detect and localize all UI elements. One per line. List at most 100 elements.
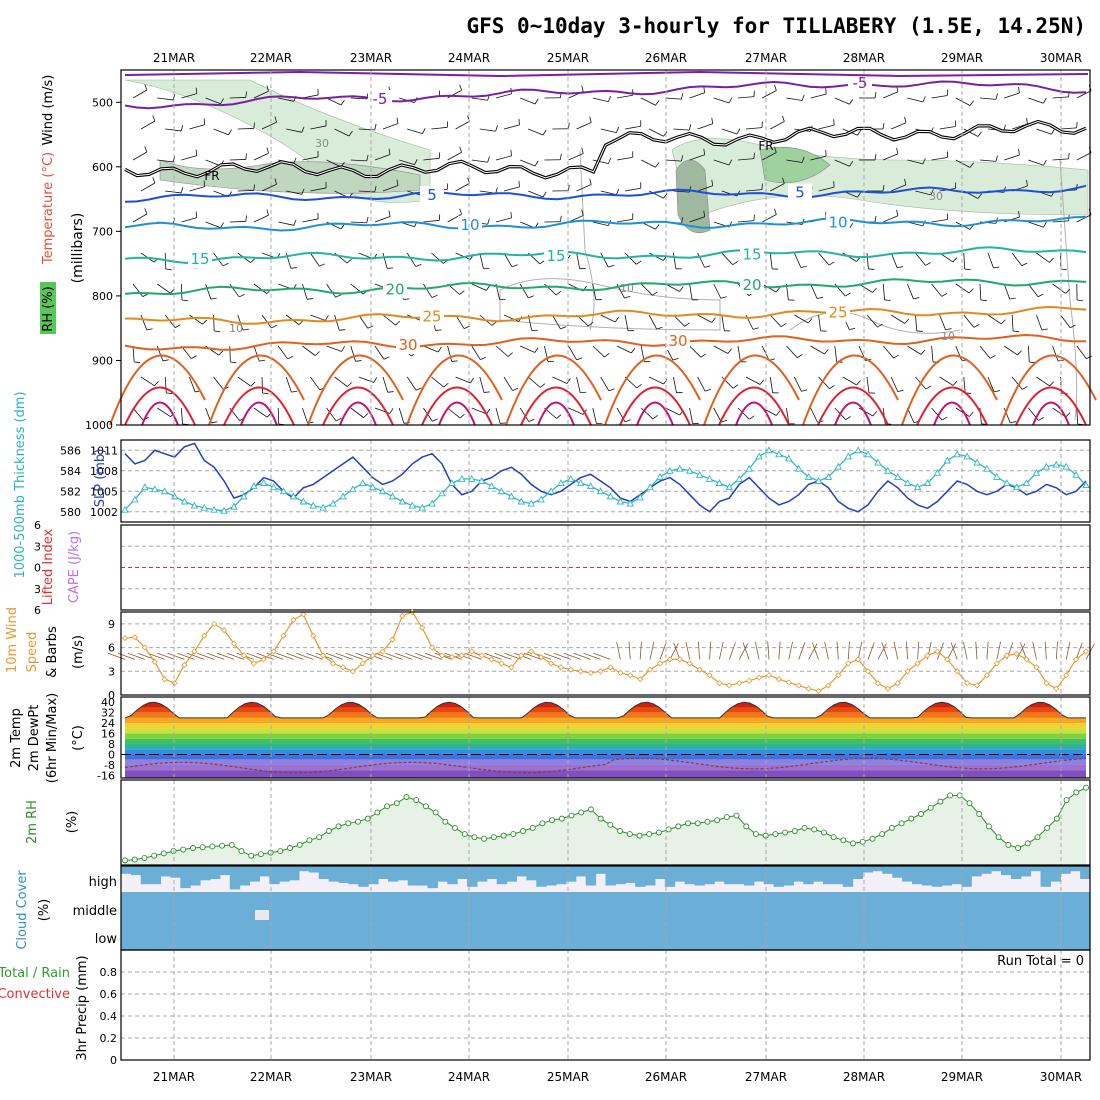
contour-label-bg (458, 215, 482, 234)
wind-barb-flag (510, 149, 512, 156)
rh2m-point (500, 832, 507, 839)
rh2m-point (180, 846, 187, 853)
wind10-barb (1032, 641, 1037, 660)
wind-barb (890, 314, 905, 324)
wind-barb (762, 152, 777, 161)
wind-barb (907, 97, 924, 103)
thickness-point (894, 472, 902, 480)
wind10-barb (893, 641, 899, 660)
thickness-point (923, 479, 932, 486)
wind-barb (786, 407, 790, 424)
wind10-point (656, 660, 664, 667)
wind-barb (866, 314, 878, 328)
wind10-barb (917, 641, 920, 660)
wind-barb (382, 314, 396, 326)
wind-barb (447, 151, 462, 161)
wind10-point (785, 679, 792, 686)
thickness-point (1082, 481, 1090, 489)
wind-barb (810, 93, 827, 99)
wind-barb (697, 252, 705, 268)
wind-barb-flag (340, 223, 345, 230)
cloud-high-bar (427, 866, 438, 889)
wind-barb-flag (969, 411, 974, 417)
wind-barb-flag (993, 266, 1000, 269)
wind10-barb (950, 642, 958, 660)
thickness-point (705, 475, 714, 482)
wind-barb-flag (395, 320, 401, 326)
rh2m-point (325, 828, 332, 834)
wind10-frame (120, 611, 1091, 696)
wind-barb (350, 345, 356, 362)
wind-barb (762, 90, 777, 99)
wind-barb-flag (1018, 211, 1020, 218)
wind-barb (955, 345, 963, 361)
thickness-point (864, 450, 872, 458)
wind-barb-flag (589, 116, 592, 123)
wind-barb-flag (435, 329, 442, 331)
wind-barb (592, 345, 605, 358)
wind-barb (834, 345, 838, 362)
thickness-point (775, 450, 783, 458)
thickness-point (438, 489, 446, 497)
thickness-point (378, 487, 387, 495)
cloud-high-bar (921, 866, 933, 886)
wind10-barb (742, 642, 750, 660)
wind-barb-flag (348, 130, 353, 137)
thickness-point (636, 493, 644, 501)
cloud-high-bar (753, 866, 765, 882)
date-label-bottom: 25MAR (547, 1070, 589, 1084)
wind10-point (904, 668, 911, 675)
wind-barb-flag (700, 353, 707, 358)
temp2m-tick-label: -16 (97, 769, 115, 782)
wind-barb-flag (941, 293, 948, 297)
cloud-high-bar (219, 866, 231, 876)
thickness-point (715, 479, 724, 486)
wind10-point (815, 687, 822, 695)
wind10-point (775, 676, 782, 683)
cloud-high-bar (368, 866, 379, 885)
ylabel-wind10: 10m Wind (5, 607, 20, 673)
thickness-point (250, 482, 258, 490)
wind-barb (883, 153, 899, 161)
cloud-high-bar (447, 866, 458, 885)
wind-barb (737, 407, 750, 420)
rh2m-point (578, 809, 585, 816)
thickness-point (983, 464, 991, 472)
wind-barb (794, 376, 802, 392)
wind-barb-flag (414, 159, 418, 165)
wind10-point (547, 660, 555, 667)
wind-barb-flag (995, 93, 998, 100)
rh2m-point (655, 829, 662, 836)
contour-label-bg (848, 73, 872, 92)
wind-barb-flag (166, 392, 173, 394)
wind-barb (334, 314, 340, 331)
wind-barb-flag (339, 329, 346, 331)
rh-contour-line (579, 149, 595, 331)
upper-air-vgrid (173, 70, 1062, 425)
cloud-high-bar (734, 866, 745, 885)
temp-contour-30 (208, 354, 305, 426)
wind-barb-flag (518, 118, 520, 125)
wind-barb (278, 221, 294, 226)
wind-barb (229, 159, 246, 161)
cloud-high-bar (486, 866, 498, 879)
rh2m-point (626, 831, 633, 838)
rh2m-point (539, 820, 546, 827)
wind10-point (1013, 650, 1020, 657)
wind-barb-flag (422, 128, 426, 134)
wind-barb (665, 159, 682, 162)
rh-shade-region (159, 159, 421, 194)
wind-barb (471, 407, 487, 415)
wind10-point (964, 680, 971, 687)
cloud-high-bar (872, 866, 883, 872)
wind-barb (665, 407, 680, 416)
thickness-point (993, 472, 1001, 480)
wind-barb (358, 314, 369, 329)
y-tick-label: 800 (92, 290, 113, 303)
wind-barb (132, 407, 144, 421)
cloud-high-bar (931, 866, 943, 887)
wind10-point (131, 634, 138, 641)
wind-barb (205, 97, 221, 105)
wind-barb-flag (250, 258, 256, 263)
